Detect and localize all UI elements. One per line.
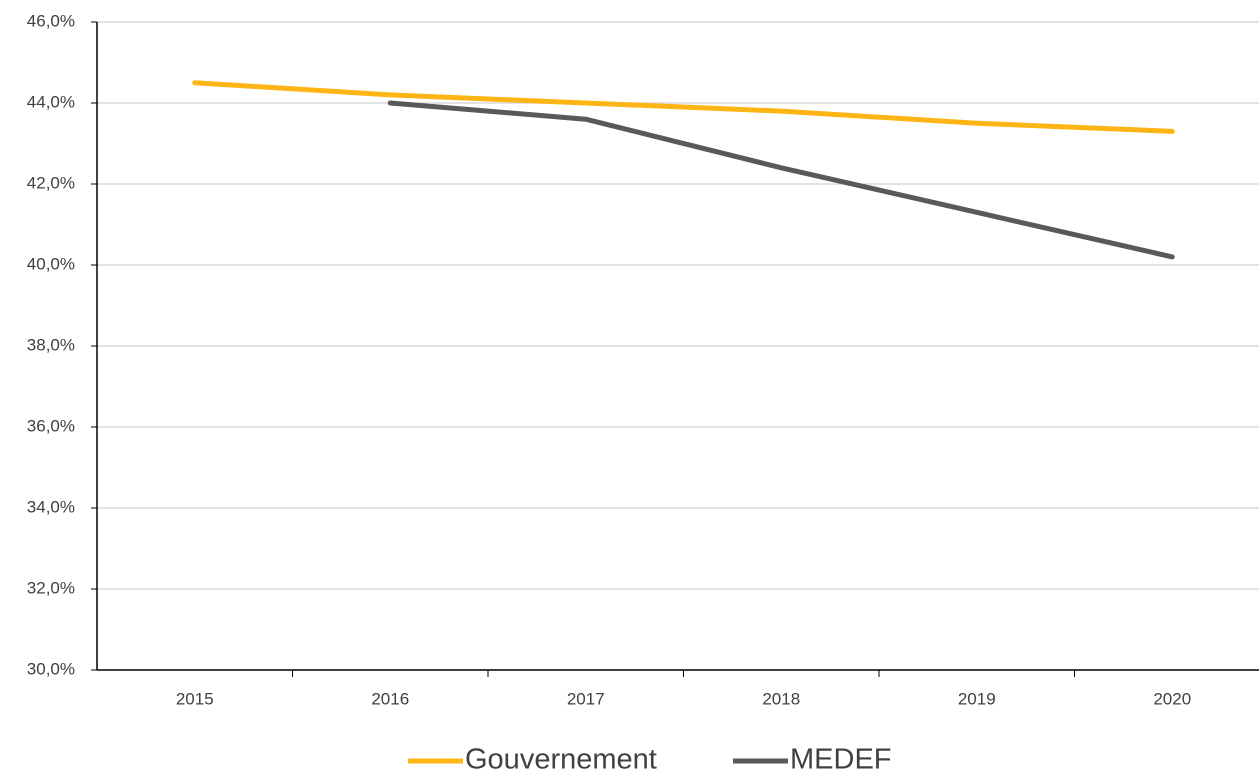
- x-tick-label: 2020: [1153, 689, 1191, 708]
- legend-label: Gouvernement: [465, 744, 657, 776]
- x-tick-label: 2018: [762, 689, 800, 708]
- y-tick-label: 30,0%: [27, 659, 75, 678]
- x-tick-label: 2019: [958, 689, 996, 708]
- x-tick-label: 2016: [371, 689, 409, 708]
- y-tick-label: 40,0%: [27, 254, 75, 273]
- y-tick-label: 36,0%: [27, 416, 75, 435]
- legend-label: MEDEF: [790, 744, 892, 776]
- x-tick-label: 2017: [567, 689, 605, 708]
- y-tick-label: 44,0%: [27, 92, 75, 111]
- series-line: [192, 80, 1175, 134]
- x-tick-label: 2015: [176, 689, 214, 708]
- y-tick-label: 32,0%: [27, 578, 75, 597]
- y-tick-label: 34,0%: [27, 497, 75, 516]
- y-tick-label: 38,0%: [27, 335, 75, 354]
- y-tick-label: 42,0%: [27, 173, 75, 192]
- series-line: [387, 100, 1175, 260]
- y-tick-label: 46,0%: [27, 11, 75, 30]
